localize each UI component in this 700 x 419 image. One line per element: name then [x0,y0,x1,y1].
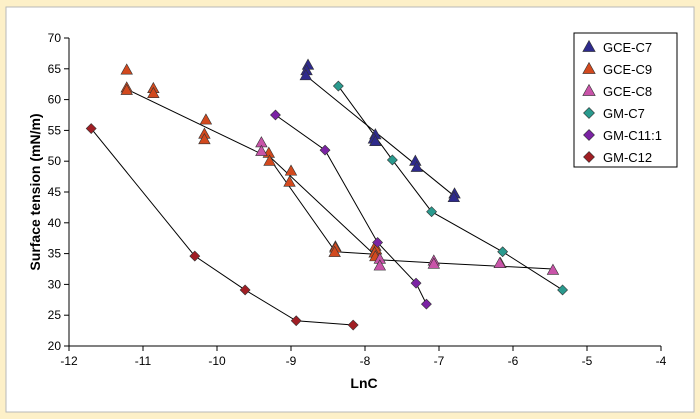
x-tick-label: -5 [582,354,593,368]
y-tick-label: 50 [48,154,62,168]
data-point-gm-c12 [347,319,359,331]
legend-marker-gce-c8 [582,83,596,96]
data-point-gce-c9 [199,113,213,125]
legend-label-gce-c7: GCE-C7 [603,40,652,55]
data-point-gce-c7 [447,190,461,203]
data-point-gce-c9 [263,154,276,166]
data-point-gm-c7 [426,206,438,218]
data-point-gm-c7 [332,80,344,92]
legend-label-gce-c8: GCE-C8 [603,84,652,99]
data-point-gce-c8 [427,257,441,269]
data-point-gm-c7 [497,246,509,258]
legend-marker-gm-c11-1 [583,129,595,141]
legend-label-gm-c7: GM-C7 [603,106,645,121]
legend-label-gm-c11-1: GM-C11:1 [603,128,662,143]
data-point-gce-c9 [283,175,296,187]
legend-label-gce-c9: GCE-C9 [603,62,652,77]
y-tick-label: 55 [48,123,62,137]
x-axis-label: LnC [350,375,377,391]
legend-marker-gm-c12 [583,151,595,163]
legend-marker-gce-c7 [582,39,596,52]
data-point-gce-c8 [546,263,560,275]
legend-marker-gce-c9 [582,61,596,74]
data-point-gce-c9 [120,63,133,75]
data-point-gce-c9 [120,83,133,95]
data-point-gm-c11-1 [372,237,384,248]
x-tick-label: -8 [360,354,371,368]
y-axis-label: Surface tension (mN/m) [27,113,43,270]
y-tick-label: 60 [48,93,62,107]
legend-label-gm-c12: GM-C12 [603,150,652,165]
x-tick-label: -4 [656,354,667,368]
data-point-gce-c7 [299,68,313,81]
legend-marker-gm-c7 [583,107,595,119]
y-tick-label: 70 [48,31,62,45]
x-tick-label: -9 [286,354,297,368]
data-point-gce-c9 [284,164,298,176]
data-point-gce-c8 [493,256,506,268]
y-axis: 20 25 30 35 40 45 50 55 60 65 70 [48,31,69,353]
trendline-gce-c8 [261,148,553,270]
data-point-gm-c11-1 [270,109,281,121]
y-tick-label: 45 [48,185,62,199]
data-point-gm-c7 [557,284,569,296]
data-point-gm-c11-1 [410,277,422,289]
y-tick-label: 20 [48,339,62,353]
x-tick-label: -11 [135,354,152,368]
data-point-gce-c8 [373,259,387,271]
data-point-gm-c12 [189,250,201,262]
data-point-gm-c7 [386,154,398,166]
x-tick-label: -12 [60,354,78,368]
data-point-gm-c12 [85,123,97,134]
y-tick-label: 65 [48,62,62,76]
y-tick-label: 30 [48,277,62,291]
data-point-gm-c11-1 [420,298,432,310]
data-point-gce-c9 [147,86,160,98]
x-tick-label: -10 [208,354,226,368]
legend: GCE-C7 GCE-C9 GCE-C8 GM-C7 GM-C11:1 GM-C12 [573,32,678,168]
data-point-gce-c9 [328,245,341,257]
data-point-gm-c12 [239,284,251,296]
x-axis: -12 -11 -10 -9 -8 -7 -6 -5 -4 [60,346,667,368]
legend-box [573,32,678,168]
y-tick-label: 40 [48,216,62,230]
data-point-gm-c11-1 [319,144,331,156]
data-point-gce-c7 [410,160,424,172]
trendline-gce-c9 [126,88,376,255]
x-tick-label: -7 [434,354,445,368]
data-point-gce-c8 [255,144,268,156]
data-point-gm-c12 [290,315,302,327]
x-tick-label: -6 [508,354,519,368]
y-tick-label: 25 [48,308,62,322]
y-tick-label: 35 [48,247,62,261]
data-point-gce-c7 [369,134,382,146]
data-point-gce-c9 [198,133,211,145]
data-markers [85,58,569,331]
